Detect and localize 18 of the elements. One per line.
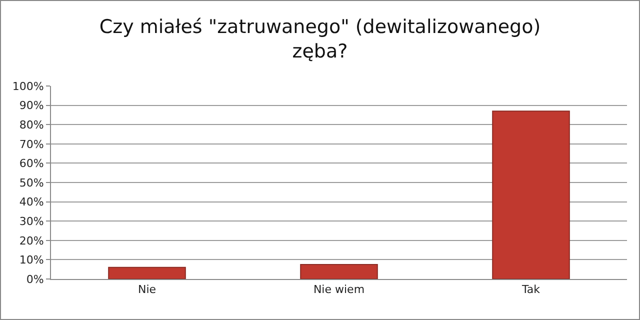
y-tick-label: 100%: [12, 80, 44, 93]
y-tick-label: 70%: [19, 138, 44, 151]
y-tick-label: 80%: [19, 118, 44, 132]
y-tick-label: 10%: [19, 254, 44, 267]
x-tick-label: Tak: [520, 283, 541, 296]
y-tick-label: 40%: [19, 196, 44, 209]
x-tick-label: Nie: [138, 283, 156, 296]
chart-title: Czy miałeś "zatruwanego" (dewitalizowanego) zęba?: [99, 16, 541, 62]
y-tick-label: 60%: [19, 157, 44, 170]
y-tick-label: 90%: [19, 99, 44, 112]
bar: [300, 264, 378, 279]
x-tick-label: Nie wiem: [313, 283, 365, 296]
bar: [108, 266, 186, 279]
y-tick-label: 0%: [26, 272, 44, 286]
bar: [492, 110, 570, 279]
y-tick-label: 50%: [19, 176, 44, 190]
y-tick-label: 30%: [19, 214, 44, 228]
y-tick-label: 20%: [19, 234, 44, 248]
